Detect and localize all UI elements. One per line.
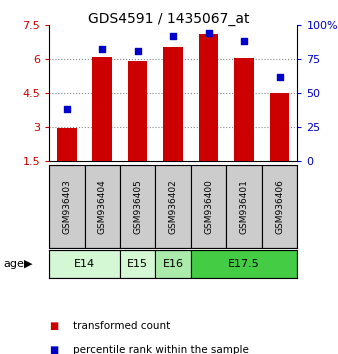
Bar [199,34,218,161]
Bar [270,93,289,161]
Point [64,107,70,112]
Bar [49,250,120,278]
Point [99,46,105,52]
Bar [262,165,297,248]
Text: ■: ■ [49,346,58,354]
Bar [84,165,120,248]
Text: GSM936404: GSM936404 [98,179,107,234]
Bar [155,250,191,278]
Text: ■: ■ [49,321,58,331]
Bar [93,57,112,161]
Bar [120,250,155,278]
Text: GSM936402: GSM936402 [169,179,178,234]
Bar [191,250,297,278]
Text: GSM936405: GSM936405 [133,179,142,234]
Text: GSM936401: GSM936401 [240,179,249,234]
Bar [191,165,226,248]
Text: E15: E15 [127,259,148,269]
Bar [120,165,155,248]
Text: GSM936400: GSM936400 [204,179,213,234]
Text: E14: E14 [74,259,95,269]
Bar [155,165,191,248]
Bar [235,58,254,161]
Point [277,74,283,79]
Text: age: age [3,259,24,269]
Point [241,38,247,44]
Text: GSM936406: GSM936406 [275,179,284,234]
Text: GDS4591 / 1435067_at: GDS4591 / 1435067_at [88,12,250,27]
Bar [57,128,76,161]
Point [170,33,176,39]
Bar [226,165,262,248]
Bar [164,47,183,161]
Text: ▶: ▶ [24,259,32,269]
Text: percentile rank within the sample: percentile rank within the sample [73,346,248,354]
Text: E16: E16 [163,259,184,269]
Point [206,30,212,36]
Bar [128,61,147,161]
Text: transformed count: transformed count [73,321,170,331]
Point [135,48,141,53]
Text: GSM936403: GSM936403 [62,179,71,234]
Text: E17.5: E17.5 [228,259,260,269]
Bar [49,165,84,248]
